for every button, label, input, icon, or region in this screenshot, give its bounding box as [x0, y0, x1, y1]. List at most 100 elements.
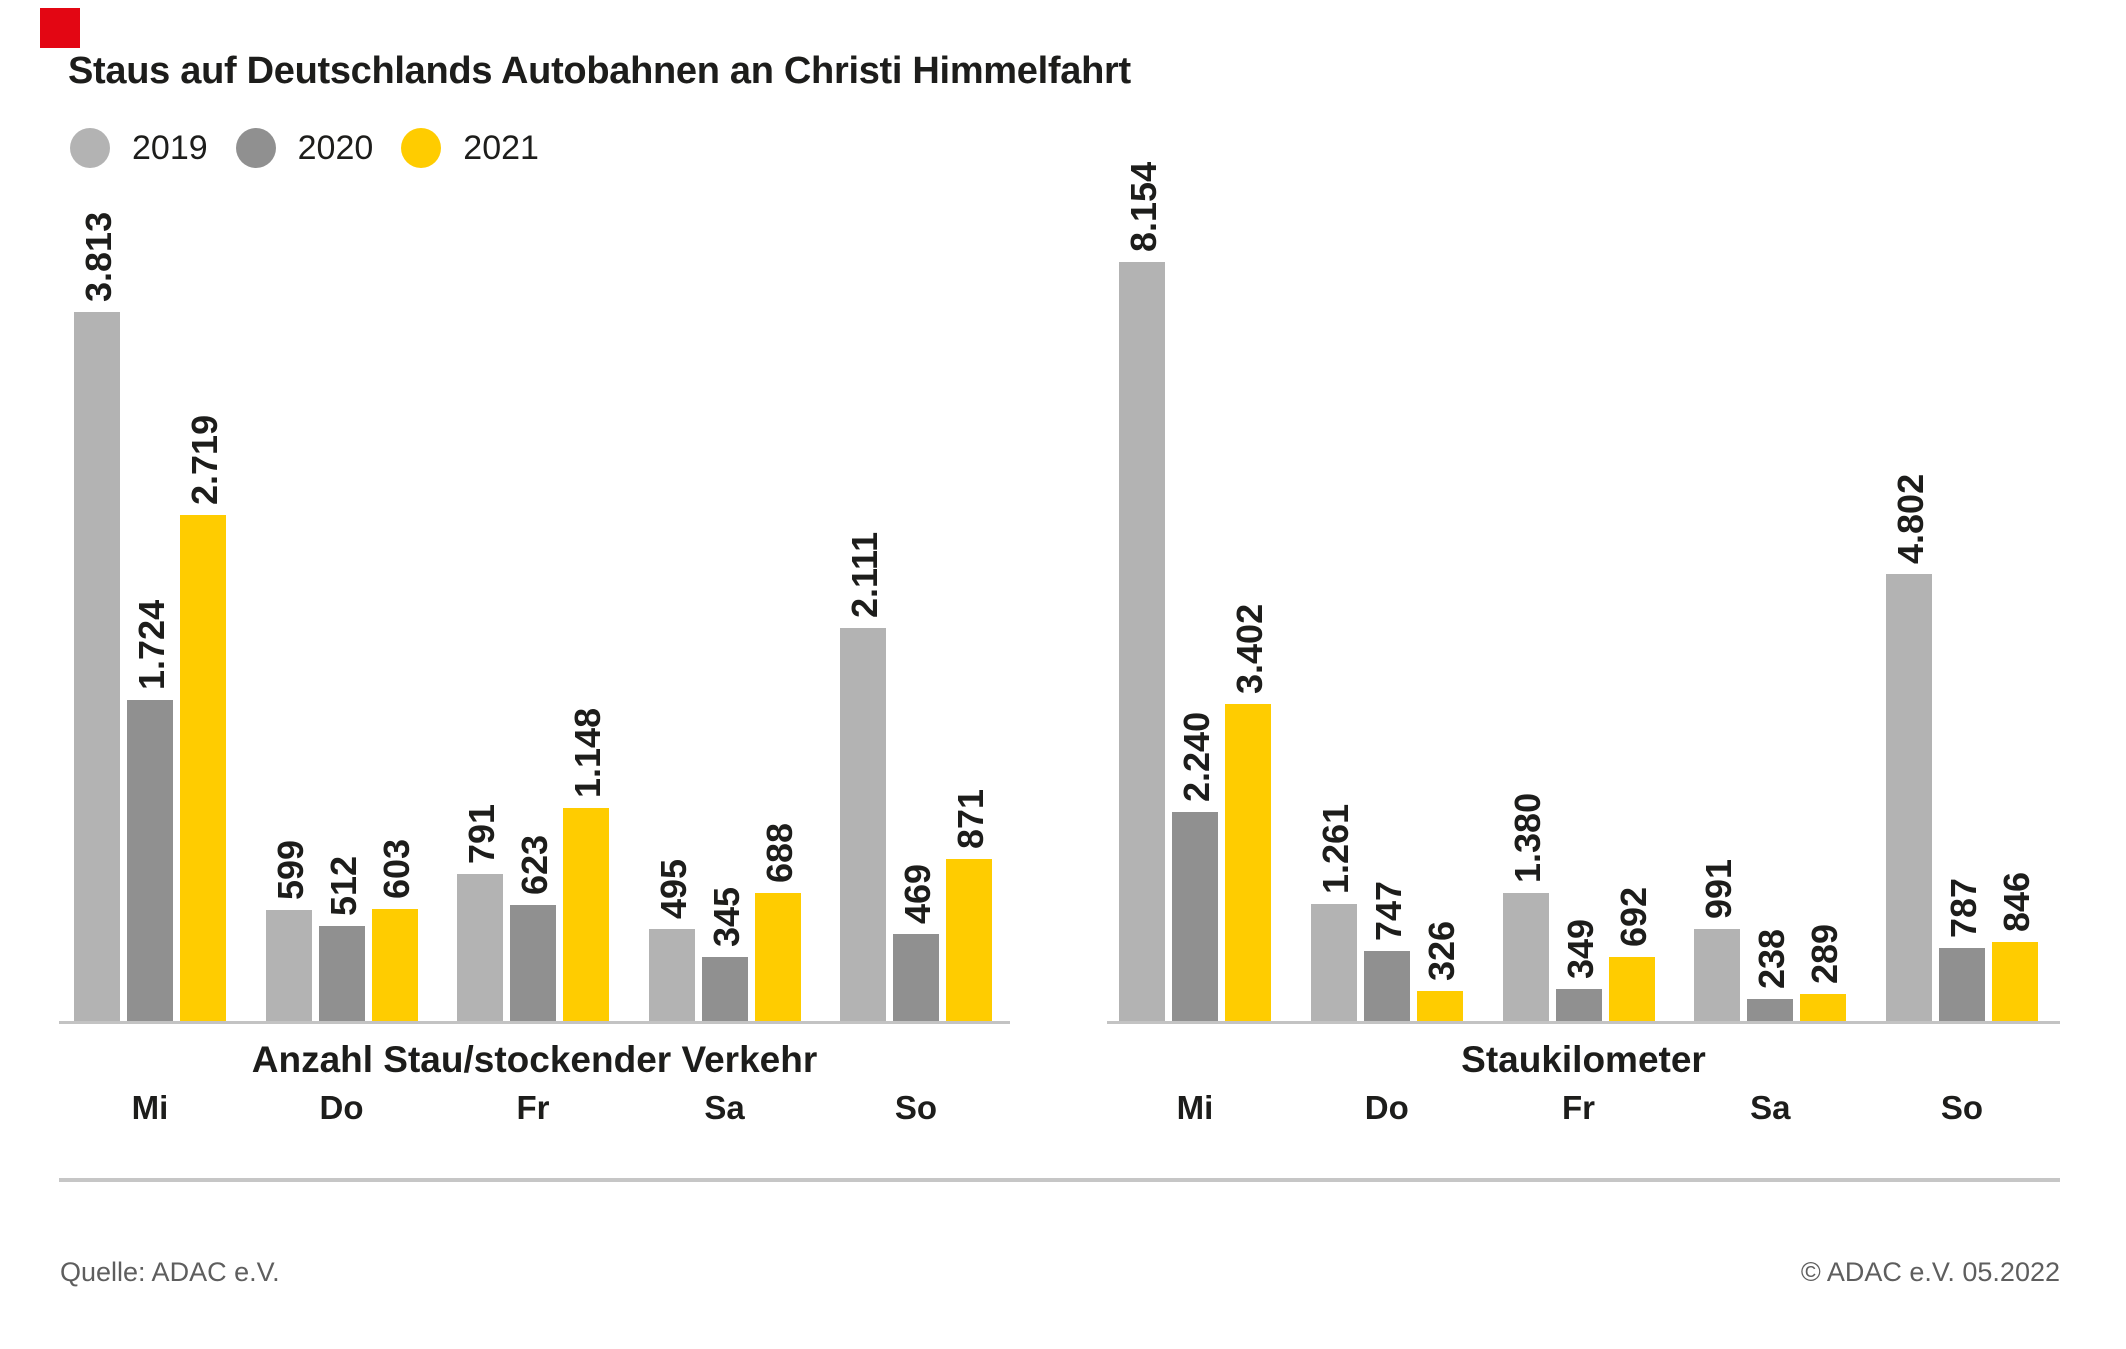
- bar-2020: 1.724: [127, 600, 173, 1021]
- bar-2021: 289: [1800, 924, 1847, 1021]
- bar-value-label: 791: [461, 803, 502, 864]
- category-label: Sa: [704, 1089, 745, 1126]
- category-label: Sa: [1750, 1089, 1791, 1126]
- bar-value-label: 787: [1943, 877, 1984, 938]
- bar-2021: 846: [1992, 872, 2038, 1021]
- bar-value-label: 238: [1751, 928, 1793, 989]
- category-label: Mi: [1176, 1089, 1214, 1126]
- legend-item: 2019: [70, 128, 208, 168]
- bar-2020: 469: [893, 864, 939, 1021]
- footer-divider: [59, 1178, 2060, 1182]
- x-axis-line: [1107, 1021, 2060, 1024]
- category-label: Fr: [1562, 1089, 1595, 1126]
- bar-value-label: 326: [1420, 920, 1462, 981]
- category-label: Fr: [516, 1089, 550, 1126]
- bar-2019: 1.380: [1502, 793, 1549, 1021]
- bar-2020: 747: [1363, 881, 1410, 1021]
- bar-2020: 512: [318, 856, 365, 1021]
- category-labels: Mi Do Fr Sa So: [59, 1088, 1010, 1128]
- bar-group: 1.380 349 692: [1502, 793, 1655, 1021]
- bar-value-label: 1.148: [567, 707, 608, 798]
- bar-value-label: 512: [322, 855, 364, 916]
- bar-value-label: 345: [705, 886, 747, 947]
- legend-swatch-2020: [235, 128, 276, 168]
- bar-2020: 2.240: [1172, 712, 1218, 1021]
- bar-value-label: 1.724: [131, 599, 172, 690]
- bar-2021: 688: [754, 823, 801, 1021]
- bar-value-label: 688: [758, 822, 800, 883]
- bar-value-label: 3.813: [78, 211, 119, 302]
- bar-value-label: 495: [652, 858, 694, 919]
- bar-2021: 2.719: [180, 415, 226, 1021]
- bar-value-label: 1.261: [1314, 803, 1356, 894]
- bar-value-label: 603: [375, 838, 417, 899]
- category-label: Mi: [131, 1089, 169, 1126]
- bar-group: 8.154 2.240 3.402: [1119, 162, 1271, 1021]
- bar-value-label: 289: [1804, 923, 1846, 984]
- legend-item: 2020: [235, 128, 373, 168]
- legend-item: 2021: [401, 128, 539, 168]
- bar-value-label: 2.240: [1176, 711, 1217, 802]
- bar-2019: 2.111: [840, 532, 886, 1021]
- category-labels: Mi Do Fr Sa So: [1107, 1088, 2060, 1128]
- source-text: Quelle: ADAC e.V.: [60, 1257, 280, 1287]
- bar-group: 4.802 787 846: [1886, 474, 2038, 1021]
- bar-value-label: 871: [950, 788, 991, 849]
- bar-value-label: 3.402: [1229, 603, 1270, 694]
- bar-group: 495 345 688: [648, 823, 801, 1021]
- bar-value-label: 2.111: [844, 531, 885, 618]
- chart-staukilometer: 8.154 2.240 3.402 1.261 747 326 1.380 349 692 991…: [1107, 0, 2060, 1349]
- bar-2019: 1.261: [1310, 804, 1357, 1021]
- legend-swatch-2019: [70, 128, 110, 168]
- bar-2019: 599: [265, 840, 312, 1021]
- bar-2019: 991: [1694, 859, 1741, 1021]
- bar-group: 3.813 1.724 2.719: [74, 212, 226, 1021]
- bar-group: 2.111 469 871: [840, 532, 992, 1021]
- bar-2021: 326: [1416, 921, 1463, 1021]
- legend-label: 2021: [463, 129, 539, 167]
- category-label: Do: [319, 1089, 364, 1126]
- bar-2021: 871: [946, 789, 992, 1021]
- category-label: So: [1940, 1089, 1984, 1126]
- bar-2019: 8.154: [1119, 162, 1165, 1021]
- bar-group: 599 512 603: [265, 839, 418, 1021]
- bar-value-label: 747: [1367, 880, 1409, 941]
- bar-value-label: 599: [269, 839, 311, 900]
- bar-2021: 1.148: [563, 708, 609, 1021]
- bar-value-label: 2.719: [184, 414, 225, 505]
- bar-2020: 349: [1555, 919, 1602, 1021]
- axis-title: Staukilometer: [1461, 1039, 1706, 1080]
- bar-group: 791 623 1.148: [457, 708, 609, 1021]
- bar-value-label: 349: [1559, 918, 1601, 979]
- category-label: So: [894, 1089, 938, 1126]
- bar-2020: 238: [1747, 929, 1794, 1021]
- bar-2019: 791: [457, 804, 503, 1021]
- bar-groups: 8.154 2.240 3.402 1.261 747 326 1.380 349 692 991…: [1107, 0, 2060, 1021]
- bar-value-label: 991: [1698, 858, 1740, 919]
- bar-2019: 4.802: [1886, 474, 1932, 1021]
- bar-value-label: 8.154: [1123, 161, 1164, 252]
- legend: 2019 2020 2021: [70, 128, 567, 168]
- axis-title: Anzahl Stau/stockender Verkehr: [251, 1039, 818, 1080]
- bar-group: 1.261 747 326: [1310, 804, 1463, 1021]
- bar-group: 991 238 289: [1694, 859, 1847, 1021]
- page-title: Staus auf Deutschlands Autobahnen an Chr…: [68, 50, 1131, 92]
- category-label: Do: [1364, 1089, 1409, 1126]
- bar-2020: 787: [1939, 878, 1985, 1021]
- bar-value-label: 692: [1612, 886, 1654, 947]
- bar-value-label: 4.802: [1890, 473, 1931, 564]
- bar-value-label: 846: [1996, 871, 2037, 932]
- bar-2020: 623: [510, 835, 556, 1021]
- bar-value-label: 1.380: [1506, 792, 1548, 883]
- brand-red-square: [40, 8, 80, 48]
- legend-swatch-2021: [401, 128, 442, 168]
- bar-value-label: 623: [514, 834, 555, 895]
- bar-groups: 3.813 1.724 2.719 599 512 603 791 623 1.148 495 34…: [59, 0, 1010, 1021]
- copyright-text: © ADAC e.V. 05.2022: [1800, 1257, 2060, 1287]
- bar-2021: 3.402: [1225, 604, 1271, 1021]
- bar-2021: 692: [1608, 887, 1655, 1021]
- bar-2019: 495: [648, 859, 695, 1021]
- bar-value-label: 469: [897, 863, 938, 924]
- chart-anzahl-stau: 3.813 1.724 2.719 599 512 603 791 623 1.148 495 34…: [59, 0, 1010, 1349]
- bar-2019: 3.813: [74, 212, 120, 1021]
